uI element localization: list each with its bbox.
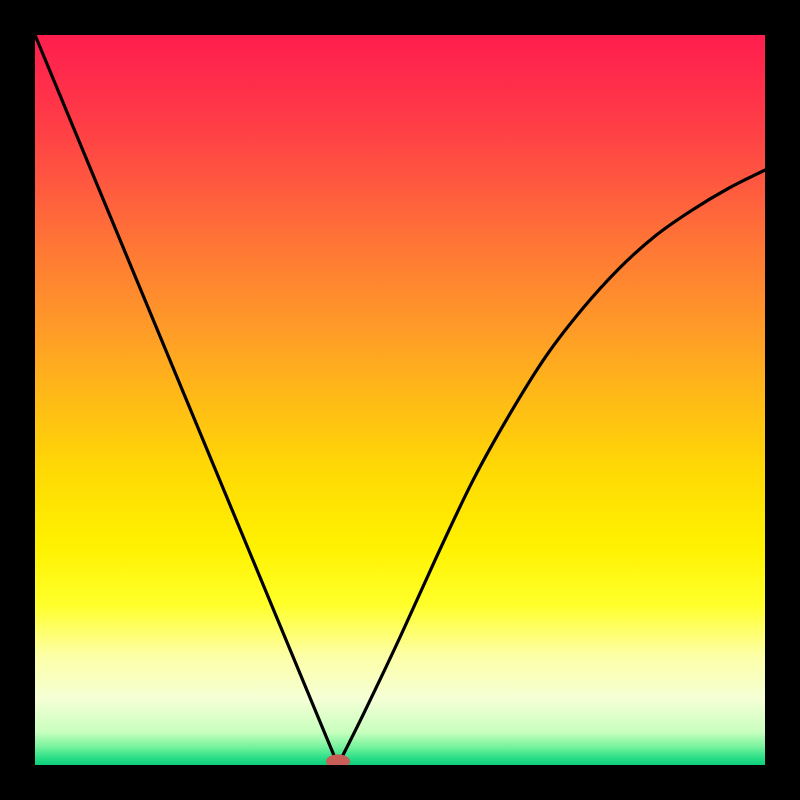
gradient-background: [35, 35, 765, 765]
plot-area: [35, 35, 765, 765]
plot-svg: [35, 35, 765, 765]
chart-frame: TheBottleneck.com: [0, 0, 800, 800]
